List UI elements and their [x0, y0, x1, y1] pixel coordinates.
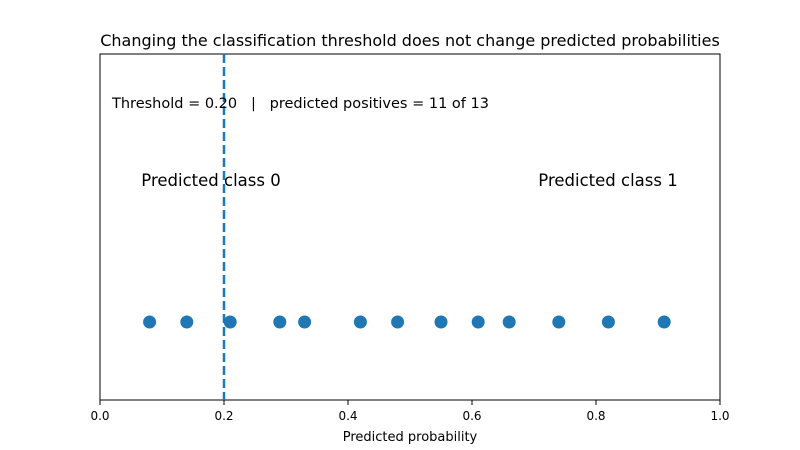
- data-point-2: [180, 315, 194, 329]
- x-tick-label-3: 0.6: [462, 409, 481, 423]
- points-layer: [143, 315, 671, 329]
- data-point-6: [353, 315, 367, 329]
- x-tick-label-0: 0.0: [90, 409, 109, 423]
- data-point-12: [601, 315, 615, 329]
- data-point-1: [143, 315, 157, 329]
- data-point-5: [298, 315, 312, 329]
- data-point-9: [471, 315, 485, 329]
- chart-title: Changing the classification threshold do…: [100, 31, 720, 50]
- x-tick-label-4: 0.8: [586, 409, 605, 423]
- region-label-class-1: Predicted class 1: [538, 171, 677, 190]
- region-label-class-0: Predicted class 0: [141, 171, 280, 190]
- x-tick-label-5: 1.0: [710, 409, 729, 423]
- x-axis-label: Predicted probability: [343, 430, 478, 445]
- x-axis: 0.0 0.2 0.4 0.6 0.8 1.0: [90, 400, 730, 423]
- data-point-11: [552, 315, 566, 329]
- data-point-8: [434, 315, 448, 329]
- data-point-13: [657, 315, 671, 329]
- data-point-4: [273, 315, 287, 329]
- data-point-3: [223, 315, 237, 329]
- data-point-10: [502, 315, 516, 329]
- plot-area: [99, 53, 721, 401]
- data-point-7: [391, 315, 405, 329]
- threshold-annotation: Threshold = 0.20 | predicted positives =…: [111, 96, 489, 112]
- x-tick-label-1: 0.2: [214, 409, 233, 423]
- x-tick-label-2: 0.4: [338, 409, 357, 423]
